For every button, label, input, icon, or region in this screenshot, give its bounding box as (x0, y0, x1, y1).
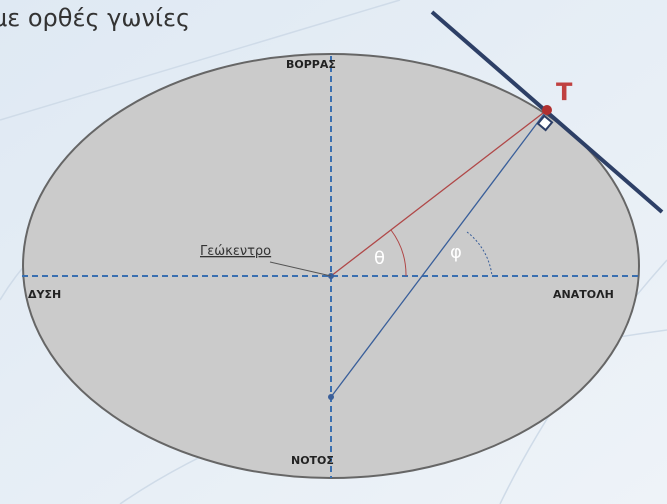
phi-label: φ (450, 242, 462, 263)
leader-line (269, 261, 332, 277)
east-label: ΑΝΑΤΟΛΗ (553, 288, 614, 301)
phi-arc (466, 231, 493, 277)
normal-point (328, 394, 334, 400)
radius-line (330, 109, 548, 277)
normal-line (330, 109, 548, 398)
theta-label: θ (374, 248, 385, 269)
title: με ορθές γωνίες (0, 4, 190, 32)
west-label: ΔΥΣΗ (28, 288, 61, 301)
theta-arc (390, 229, 407, 277)
point-label: Τ (556, 78, 573, 106)
geocenter-label: Γεώκεντρο (200, 244, 271, 259)
point-t (542, 105, 552, 115)
north-label: ΒΟΡΡΑΣ (286, 58, 336, 71)
south-label: ΝΟΤΟΣ (291, 454, 334, 467)
right-angle (536, 114, 554, 132)
